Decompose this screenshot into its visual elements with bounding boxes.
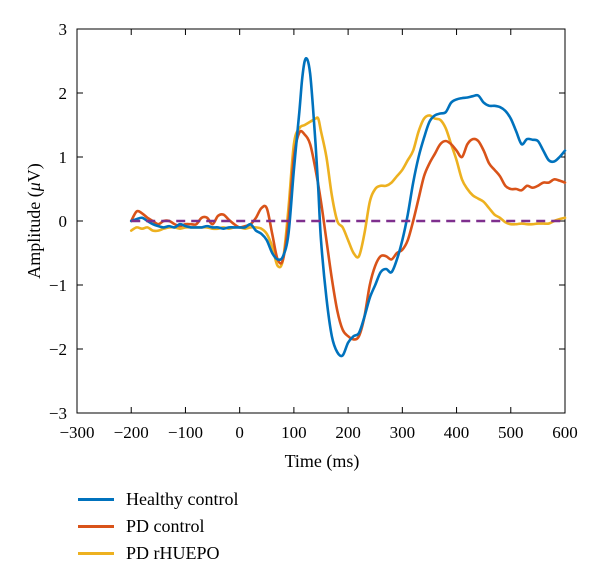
y-axis-label-unit-rest: V) [24,163,45,182]
x-tick-label: 0 [235,423,244,442]
legend-label-pd-rhuepo: PD rHUEPO [126,543,220,563]
y-tick-label: −1 [49,276,67,295]
legend-swatch-pd-control [78,525,114,528]
legend-label-pd-control: PD control [126,516,205,536]
x-tick-label: 200 [335,423,361,442]
series-line-pd-control [129,129,567,341]
legend-swatch-pd-rhuepo [78,552,114,555]
line-chart: −3 −2 −1 0 1 2 3 −300 −200 −100 0 100 200 300 400 500 6… [24,20,578,472]
x-axis: −300 −200 −100 0 100 200 300 400 500 600 [59,29,578,442]
series-line-healthy-control [129,56,567,358]
y-axis-label-unit-symbol: μ [24,182,44,192]
legend-label-healthy-control: Healthy control [126,489,239,509]
legend-item-healthy-control: Healthy control [78,486,238,513]
x-tick-label: −100 [168,423,203,442]
series-line-pd-rhuepo [129,114,567,269]
y-axis-label: Amplitude (μV) [24,163,45,279]
x-tick-label: −200 [114,423,149,442]
x-tick-label: 100 [281,423,307,442]
y-tick-label: −2 [49,340,67,359]
y-tick-label: 0 [59,212,68,231]
x-tick-label: 500 [498,423,524,442]
y-axis: −3 −2 −1 0 1 2 3 [49,20,565,423]
series-group [129,56,567,358]
y-axis-label-text: Amplitude ( [24,191,45,279]
x-tick-label: 600 [552,423,578,442]
x-tick-label: 300 [390,423,416,442]
x-axis-label: Time (ms) [285,451,360,472]
legend: Healthy control PD control PD rHUEPO [78,486,238,567]
y-tick-label: −3 [49,404,67,423]
legend-item-pd-control: PD control [78,513,238,540]
legend-swatch-healthy-control [78,498,114,501]
legend-item-pd-rhuepo: PD rHUEPO [78,540,238,567]
y-tick-label: 3 [59,20,68,39]
y-tick-label: 1 [59,148,68,167]
x-tick-label: −300 [59,423,94,442]
y-tick-label: 2 [59,84,68,103]
x-tick-label: 400 [444,423,470,442]
